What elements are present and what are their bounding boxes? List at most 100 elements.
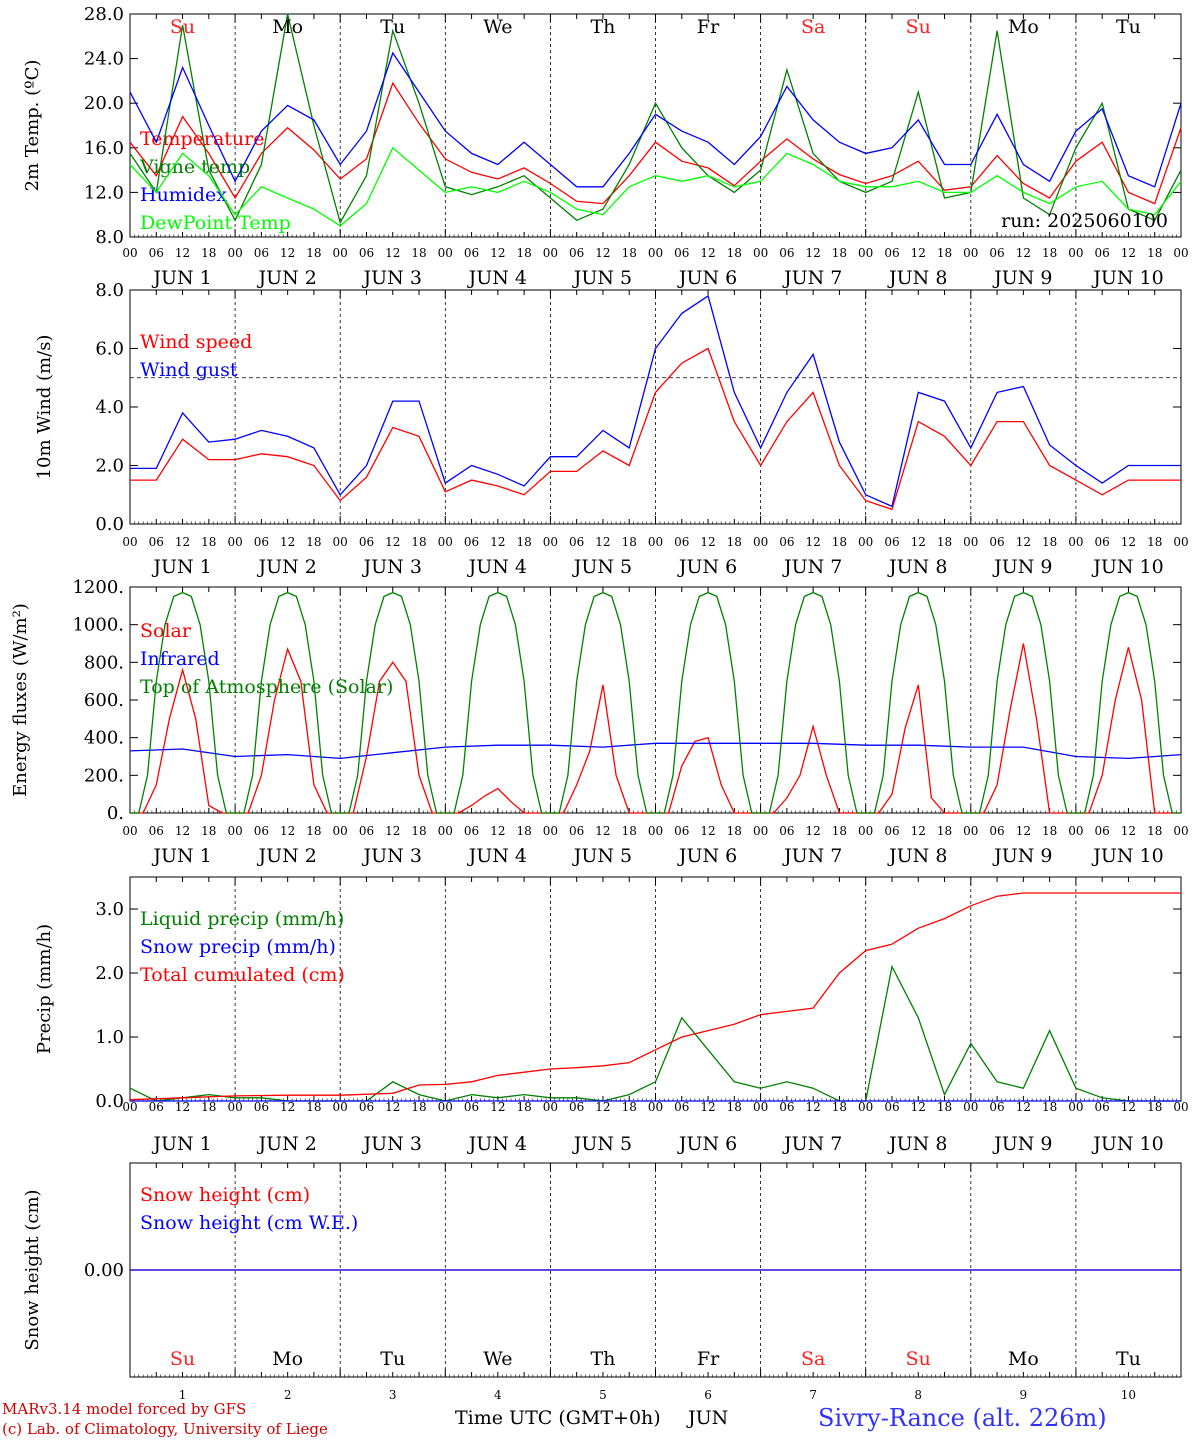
date-label: JUN 2	[256, 1133, 316, 1155]
date-label: JUN 5	[572, 267, 632, 289]
x-tick-label: 18	[727, 1100, 742, 1114]
weekday-label: Th	[590, 16, 615, 38]
x-tick-label: 18	[411, 824, 426, 838]
date-label: JUN 2	[256, 556, 316, 578]
date-label: JUN 6	[677, 845, 737, 867]
x-tick-label: 18	[937, 535, 952, 549]
x-tick-label: 00	[438, 535, 453, 549]
weekday-label: Tu	[1116, 16, 1141, 38]
date-label: JUN 9	[992, 556, 1052, 578]
y-axis-title: 2m Temp. (ºC)	[22, 60, 43, 192]
x-tick-label: 06	[779, 246, 794, 260]
x-tick-label: 06	[674, 535, 689, 549]
x-tick-label: 18	[832, 1100, 847, 1114]
x-tick-label: 18	[1042, 535, 1057, 549]
model-credit: MARv3.14 model forced by GFS	[2, 1400, 246, 1418]
y-tick-label: 0.0	[95, 514, 124, 535]
x-tick-label: 06	[359, 246, 374, 260]
y-tick-label: 600.	[84, 690, 124, 711]
x-tick-label: 18	[1147, 824, 1162, 838]
panel-3: 00 06 12 18 00 06 12 18 00 06 12 18 00 06 12 18 00 06 12 18…	[10, 577, 1189, 867]
x-tick-label: 00	[122, 246, 137, 260]
x-tick-label: 00	[648, 246, 663, 260]
weekday-label: Fr	[697, 1348, 720, 1370]
x-tick-label: 06	[1095, 1100, 1110, 1114]
x-tick-label: 06	[254, 824, 269, 838]
x-tick-label: 00	[333, 824, 348, 838]
x-tick-label: 06	[149, 246, 164, 260]
date-label: JUN 4	[467, 845, 527, 867]
date-label: JUN 10	[1091, 845, 1163, 867]
x-tick-label: 06	[674, 824, 689, 838]
x-tick-label: 18	[622, 535, 637, 549]
x-tick-label: 00	[227, 246, 242, 260]
x-tick-label: 06	[464, 824, 479, 838]
x-tick-label: 00	[1173, 535, 1188, 549]
x-tick-label: 06	[149, 824, 164, 838]
x-tick-label: 18	[1147, 1100, 1162, 1114]
y-tick-label: 0.0	[95, 1091, 124, 1112]
x-tick-label: 12	[175, 535, 190, 549]
x-tick-label: 06	[254, 535, 269, 549]
weekday-label: We	[483, 16, 512, 38]
x-tick-label: 06	[359, 535, 374, 549]
series-line-humidex	[129, 51, 1182, 188]
series-line-vigne-temp	[129, 13, 1182, 225]
x-tick-label: 18	[1042, 246, 1057, 260]
date-label: JUN 1	[151, 1133, 211, 1155]
x-tick-label: 00	[858, 535, 873, 549]
panel-2: 00 06 12 18 00 06 12 18 00 06 12 18 00 06 12 18 00 06 12 18…	[34, 280, 1189, 578]
x-tick-label: 18	[727, 246, 742, 260]
weekday-label: Mo	[1008, 16, 1039, 38]
date-label: JUN 5	[572, 1133, 632, 1155]
x-tick-label: 18	[516, 824, 531, 838]
weekday-label: Mo	[272, 16, 303, 38]
x-tick-label: 12	[595, 824, 610, 838]
x-tick-label: 00	[543, 824, 558, 838]
x-tick-label: 06	[464, 1100, 479, 1114]
x-tick-label: 12	[700, 1100, 715, 1114]
y-tick-label: 2.0	[95, 963, 124, 984]
x-tick-label: 00	[543, 535, 558, 549]
x-tick-label: 00	[333, 1100, 348, 1114]
date-label: JUN 9	[992, 1133, 1052, 1155]
x-tick-label: 06	[569, 246, 584, 260]
x-tick-label: 12	[1016, 246, 1031, 260]
x-tick-label: 00	[963, 1100, 978, 1114]
x-tick-label: 06	[569, 824, 584, 838]
x-tick-label: 12	[385, 1100, 400, 1114]
x-tick-label: 06	[464, 246, 479, 260]
x-tick-label: 12	[175, 824, 190, 838]
x-tick-label: 12	[911, 246, 926, 260]
x-tick-label: 12	[280, 824, 295, 838]
y-tick-label: 12.0	[84, 182, 124, 203]
x-tick-label: 12	[700, 246, 715, 260]
series-line-temperature	[129, 81, 1182, 205]
x-tick-label: 18	[201, 824, 216, 838]
x-tick-label: 00	[648, 1100, 663, 1114]
date-label: JUN 7	[782, 845, 842, 867]
x-tick-label: 12	[595, 246, 610, 260]
series-line-top-of-atmosphere-solar-	[130, 591, 1181, 814]
x-tick-label: 00	[753, 246, 768, 260]
y-tick-label: 8.0	[95, 280, 124, 301]
x-tick-label: 06	[359, 824, 374, 838]
y-tick-label: 3.0	[95, 899, 124, 920]
y-tick-label: 16.0	[84, 138, 124, 159]
x-tick-label: 00	[858, 1100, 873, 1114]
date-label: JUN 3	[362, 845, 422, 867]
date-label: JUN 6	[677, 267, 737, 289]
legend-entry: Top of Atmosphere (Solar)	[140, 676, 393, 698]
x-tick-label: 12	[806, 1100, 821, 1114]
day-number: 1	[179, 1388, 187, 1402]
x-tick-label: 12	[1016, 1100, 1031, 1114]
weekday-label: Fr	[697, 16, 720, 38]
y-axis-title: Energy fluxes (W/m²)	[10, 603, 31, 797]
date-label: JUN 5	[572, 845, 632, 867]
date-label: JUN 5	[572, 556, 632, 578]
x-tick-label: 00	[122, 535, 137, 549]
y-tick-label: 6.0	[95, 339, 124, 360]
weekday-label: Th	[590, 1348, 615, 1370]
legend-entry: Total cumulated (cm)	[140, 964, 345, 986]
